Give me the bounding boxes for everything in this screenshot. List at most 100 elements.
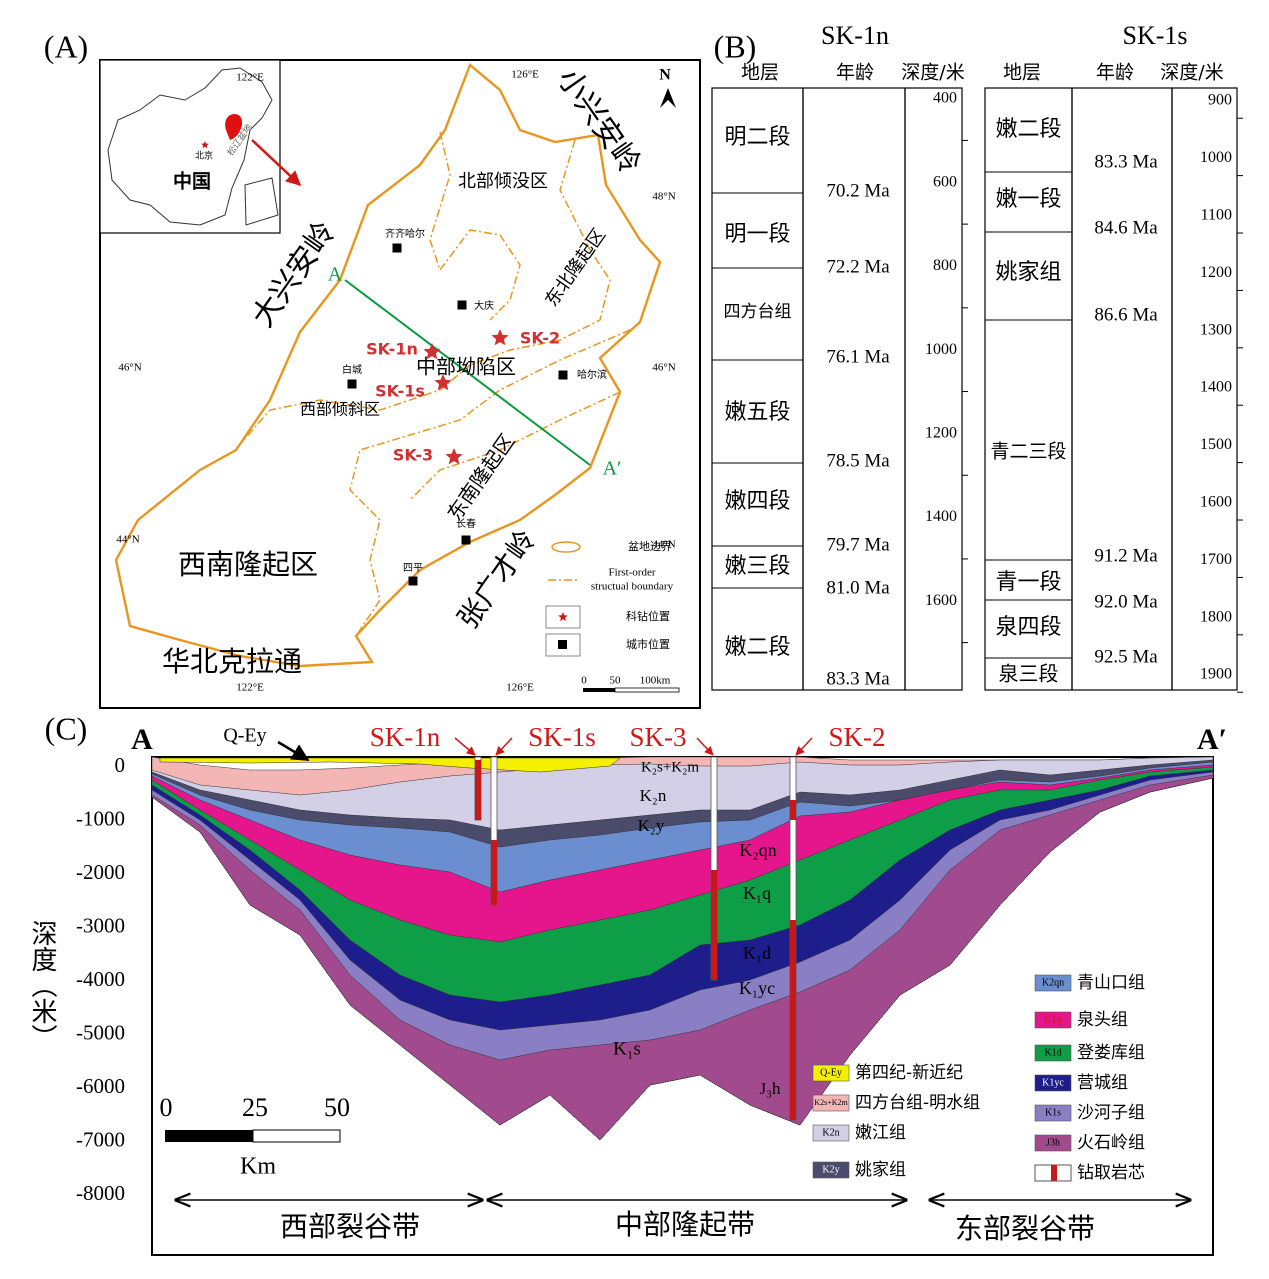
legend-basin-symbol: [551, 541, 581, 553]
scale-label: 50: [610, 675, 622, 687]
stratum-label: 泉四段: [995, 615, 1061, 640]
legend-code: K1d: [1044, 1047, 1061, 1058]
column-header: 年龄: [836, 62, 874, 84]
unit-label: K₁d: [743, 943, 771, 963]
well-label: SK-1s: [375, 382, 425, 401]
legend-label: 登娄库组: [1077, 1043, 1145, 1063]
stratum-label: 嫩二段: [724, 635, 790, 660]
age-label: 79.7 Ma: [826, 534, 890, 555]
unit-label: J₃h: [759, 1079, 781, 1098]
age-label: 72.2 Ma: [826, 256, 890, 277]
column-header: 年龄: [1096, 62, 1134, 84]
column-header: 地层: [741, 62, 779, 84]
city-label: 长春: [456, 518, 476, 530]
stratum-label: 嫩一段: [995, 187, 1061, 212]
core-segment: [790, 920, 796, 1120]
map-scale-white: [614, 687, 680, 693]
unit-label: K₂n: [640, 786, 667, 805]
stratum-label: 泉三段: [999, 662, 1059, 686]
q-ey-layer: [159, 757, 621, 773]
well-title: SK-1s: [1122, 21, 1187, 50]
legend-code: K2y: [822, 1164, 839, 1175]
age-label: 84.6 Ma: [1094, 217, 1158, 238]
city-marker: [392, 243, 402, 253]
unit-label: K₂y: [638, 816, 665, 835]
age-label: 76.1 Ma: [826, 346, 890, 367]
lat-label: 44°N: [116, 534, 139, 546]
inset-arrow: [251, 139, 302, 187]
well-label: SK-3: [629, 722, 686, 752]
well-star: [423, 343, 441, 360]
y-tick-label: -4000: [76, 967, 125, 991]
basin-boundary: [114, 63, 662, 668]
axis-title: 深度（米）: [27, 920, 57, 1050]
depth-label: 1900: [1200, 666, 1232, 683]
legend-label: 盆地边界: [628, 539, 672, 553]
legend-code: K2n: [822, 1127, 839, 1138]
column-boxes: [711, 87, 1238, 691]
legend-swatch: [812, 1124, 850, 1142]
legend-swatch: [1034, 1104, 1072, 1122]
y-tick-label: -6000: [76, 1074, 125, 1098]
scale-label: 0: [160, 1093, 173, 1122]
stratum-label: 嫩五段: [724, 400, 790, 425]
scale-label: 0: [581, 675, 587, 687]
y-tick-label: -3000: [76, 913, 125, 937]
depth-label: 1200: [925, 424, 957, 441]
core-segment: [475, 760, 481, 820]
zone-label: 西部裂谷带: [280, 1210, 420, 1243]
scale-label: 50: [324, 1093, 350, 1122]
well-label: SK-1s: [528, 722, 596, 752]
age-label: 92.5 Ma: [1094, 646, 1158, 667]
stratum-label: 嫩四段: [724, 489, 790, 514]
unit-label: K₁yc: [739, 978, 775, 998]
lat-label: 44°N: [652, 539, 675, 551]
y-tick-label: 0: [115, 753, 126, 777]
stratum-label: 嫩二段: [995, 117, 1061, 142]
depth-label: 1800: [1200, 608, 1232, 625]
section-end: A: [131, 723, 153, 756]
section-scale-black: [165, 1130, 253, 1142]
city-marker: [347, 379, 357, 389]
well-label: SK-1n: [366, 340, 418, 359]
city-marker: [457, 300, 467, 310]
depth-label: 400: [933, 90, 957, 107]
section-line: [344, 279, 591, 466]
age-label: 70.2 Ma: [826, 180, 890, 201]
legend-label: 泉头组: [1077, 1010, 1128, 1030]
age-label: 81.0 Ma: [826, 577, 890, 598]
inset-frame: [99, 59, 281, 234]
north-label: N: [659, 67, 671, 84]
scale-label: Km: [240, 1154, 276, 1180]
city-marker: [558, 370, 568, 380]
well-label: SK-3: [393, 446, 433, 465]
legend-label: 青山口组: [1077, 973, 1145, 993]
unit-label: K₁q: [743, 883, 771, 903]
legend-label: 沙河子组: [1077, 1103, 1145, 1123]
well-star: [434, 374, 452, 391]
section-scale-white: [252, 1129, 341, 1143]
city-marker: [461, 535, 471, 545]
stratum-label: 青二三段: [990, 441, 1066, 463]
legend-city-symbol: [558, 640, 567, 649]
legend-swatch: [812, 1094, 850, 1112]
country-label: 中国: [173, 170, 211, 193]
lon-label: 122°E: [236, 72, 264, 84]
legend-label: 城市位置: [626, 637, 670, 651]
y-tick-label: -8000: [76, 1181, 125, 1205]
legend-code: K1yc: [1042, 1077, 1064, 1088]
well-star: [491, 329, 509, 346]
legend-swatch: [1034, 1044, 1072, 1062]
panel-label: (B): [714, 28, 757, 64]
age-label: 86.6 Ma: [1094, 304, 1158, 325]
basin-blob: [225, 113, 243, 140]
north-arrow: [660, 88, 676, 108]
legend-code: K1q: [1044, 1014, 1061, 1025]
legend-swatch: [1034, 974, 1072, 992]
y-tick-label: -2000: [76, 860, 125, 884]
lon-label: 126°E: [511, 69, 539, 81]
city-label: 齐齐哈尔: [385, 227, 425, 240]
map-frame: [99, 59, 701, 709]
core-segment: [790, 800, 796, 820]
map-scale-black: [583, 688, 615, 692]
